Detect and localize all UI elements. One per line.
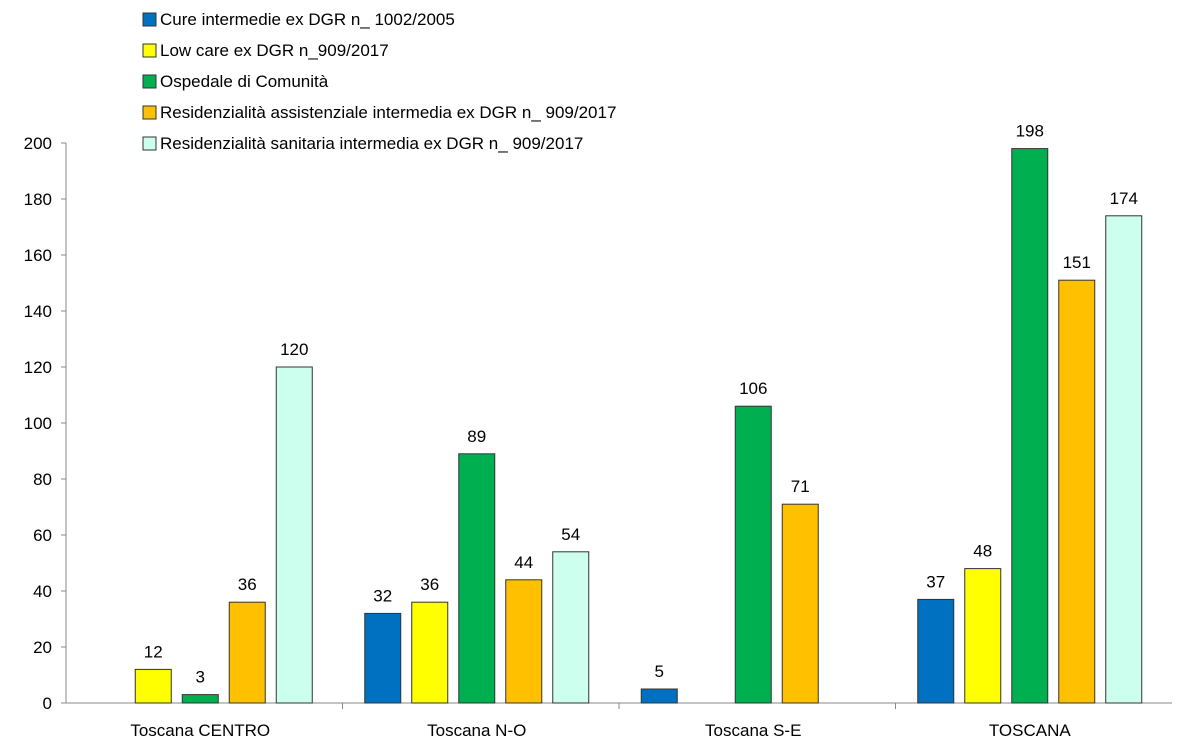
bar — [275, 366, 313, 704]
bar-value-label: 37 — [926, 572, 945, 591]
y-tick-label: 180 — [24, 190, 52, 209]
bar — [411, 601, 449, 704]
bar-value-label: 32 — [373, 586, 392, 605]
x-category-label: TOSCANA — [989, 721, 1072, 740]
bar-value-label: 54 — [561, 525, 580, 544]
bar — [181, 694, 219, 704]
bar — [552, 551, 590, 704]
bar-value-label: 89 — [467, 427, 486, 446]
bar-value-label: 36 — [238, 575, 257, 594]
bar-value-label: 44 — [514, 553, 533, 572]
legend-entry-label: Residenzialità assistenziale intermedia … — [160, 103, 616, 122]
bar — [134, 668, 172, 704]
bar — [458, 453, 496, 704]
chart-data-labels: 12 3 36 120 32 36 89 44 54 5 106 71 37 48 198 151 174 — [144, 122, 1138, 687]
chart-axes: 0 20 40 60 80 100 120 140 160 180 200 Toscana CENTR… — [24, 134, 1172, 740]
legend-swatch — [142, 43, 157, 58]
bar-value-label: 5 — [655, 662, 664, 681]
bar-value-label: 36 — [420, 575, 439, 594]
y-tick-label: 100 — [24, 414, 52, 433]
bar — [734, 405, 772, 704]
bar — [364, 612, 402, 704]
legend-swatch — [142, 136, 157, 151]
bar — [640, 688, 678, 704]
bar — [505, 579, 543, 704]
legend-entry-label: Residenzialità sanitaria intermedia ex D… — [160, 134, 583, 153]
legend-swatch — [142, 74, 157, 89]
bar — [781, 503, 819, 704]
bar-value-label: 12 — [144, 642, 163, 661]
legend-entry-label: Ospedale di Comunità — [160, 72, 329, 91]
bar — [964, 568, 1002, 704]
y-tick-label: 80 — [33, 470, 52, 489]
bar-value-label: 106 — [739, 379, 767, 398]
x-category-label: Toscana CENTRO — [130, 721, 270, 740]
y-tick-label: 20 — [33, 638, 52, 657]
y-tick-label: 160 — [24, 246, 52, 265]
x-category-label: Toscana S-E — [705, 721, 801, 740]
y-tick-label: 140 — [24, 302, 52, 321]
bar — [228, 601, 266, 704]
bar-value-label: 48 — [973, 542, 992, 561]
y-tick-label: 40 — [33, 582, 52, 601]
chart-bars — [134, 148, 1143, 704]
y-tick-label: 0 — [43, 694, 52, 713]
x-category-label: Toscana N-O — [427, 721, 526, 740]
bar — [1011, 148, 1049, 704]
legend-swatch — [142, 105, 157, 120]
bar-value-label: 198 — [1016, 122, 1044, 141]
bar-value-label: 3 — [196, 668, 205, 687]
y-tick-label: 120 — [24, 358, 52, 377]
bar — [917, 598, 955, 704]
legend-swatch — [142, 12, 157, 27]
bar-value-label: 120 — [280, 340, 308, 359]
y-tick-label: 200 — [24, 134, 52, 153]
chart-legend: Cure intermedie ex DGR n_ 1002/2005 Low c… — [142, 10, 616, 153]
bar-value-label: 151 — [1063, 253, 1091, 272]
legend-entry-label: Cure intermedie ex DGR n_ 1002/2005 — [160, 10, 455, 29]
bar-value-label: 71 — [791, 477, 810, 496]
bar — [1058, 279, 1096, 704]
bar-value-label: 174 — [1110, 189, 1138, 208]
bar — [1105, 215, 1143, 704]
y-tick-label: 60 — [33, 526, 52, 545]
legend-entry-label: Low care ex DGR n_909/2017 — [160, 41, 389, 60]
